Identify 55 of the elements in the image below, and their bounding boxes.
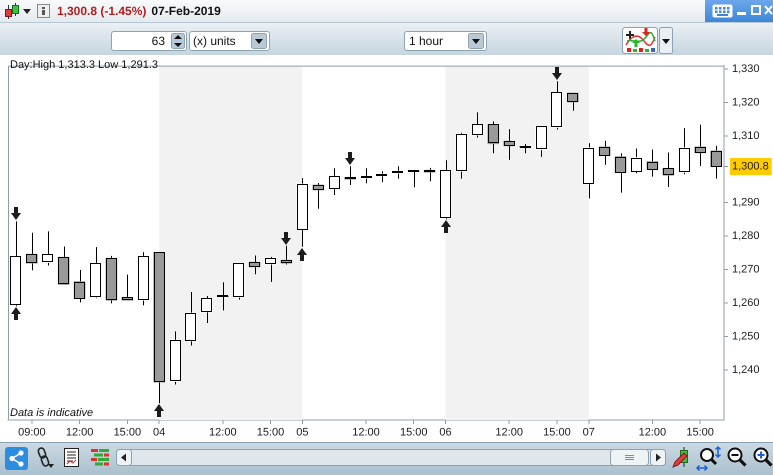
y-tick-label: 1,260	[732, 297, 760, 310]
candlestick	[662, 152, 674, 188]
x-tick-label: 15:00	[686, 426, 714, 439]
x-tick-label: 09:00	[18, 426, 46, 439]
x-tick-label: 15:00	[256, 426, 284, 439]
x-tick-label: 15:00	[543, 426, 571, 439]
candlestick	[328, 168, 340, 196]
x-tick-label: 12:00	[495, 426, 523, 439]
y-tick-label: 1,250	[732, 330, 760, 342]
candlestick	[74, 269, 86, 303]
x-tick-label: 15:00	[114, 426, 142, 439]
candlestick	[360, 168, 372, 184]
x-tick-label: 15:00	[400, 426, 428, 439]
annotation: Data is indicative	[10, 407, 94, 419]
annotation: Day:High 1,313.3 Low 1,291.3	[10, 59, 158, 71]
x-tick-label: 07	[582, 426, 595, 439]
candlestick	[503, 128, 516, 160]
x-tick-label: 05	[296, 426, 308, 439]
candlestick	[646, 149, 658, 178]
candlestick	[710, 145, 722, 180]
candlestick	[42, 230, 54, 266]
y-tick-label: 1,320	[732, 96, 760, 108]
candlestick	[122, 274, 134, 301]
candlestick	[280, 245, 292, 266]
y-tick-label: 1,330	[732, 62, 760, 75]
y-tick-label: 1,290	[732, 196, 760, 209]
chart-title: 07-Feb-2019	[151, 3, 221, 19]
candlestick	[26, 232, 38, 271]
candlestick	[264, 256, 276, 282]
y-tick-label: 1,300.8	[732, 160, 769, 173]
x-tick-label: 06	[439, 426, 452, 439]
candlestick	[312, 182, 324, 210]
candlestick	[344, 166, 356, 186]
candlestick	[392, 166, 404, 180]
x-tick-label: 12:00	[209, 426, 237, 439]
candlestick	[630, 148, 642, 174]
chart-subtitle: 1,300.8 (-1.45%)	[57, 3, 146, 19]
y-tick-label: 1,240	[732, 364, 760, 376]
candlestick	[424, 167, 436, 182]
candlestick	[598, 140, 610, 166]
candlestick	[614, 152, 626, 194]
candlestick	[567, 92, 579, 112]
candlestick	[248, 255, 260, 275]
x-tick-label: 04	[153, 426, 166, 439]
y-tick-label: 1,270	[732, 264, 760, 276]
x-tick-label: 12:00	[66, 426, 94, 439]
candlestick	[201, 295, 213, 324]
candlestick	[694, 124, 706, 166]
x-tick-label: 12:00	[638, 426, 666, 439]
candlestick	[487, 120, 500, 154]
y-tick-label: 1,280	[732, 230, 760, 242]
candlestick	[376, 170, 388, 183]
candlestick	[472, 112, 484, 138]
y-tick-label: 1,310	[732, 130, 760, 142]
x-tick-label: 12:00	[352, 426, 380, 439]
